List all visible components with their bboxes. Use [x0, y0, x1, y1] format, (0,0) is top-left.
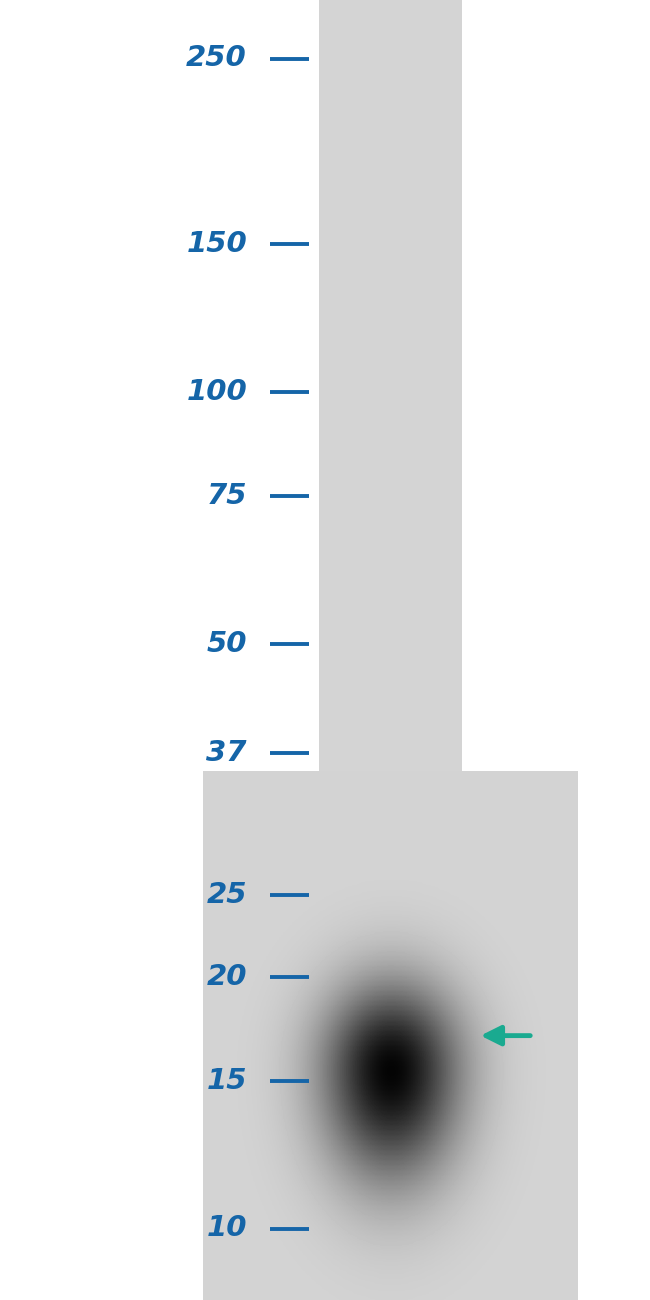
Text: 37: 37 — [207, 738, 247, 767]
Text: 25: 25 — [207, 881, 247, 910]
Text: 250: 250 — [187, 44, 247, 73]
Text: 100: 100 — [187, 377, 247, 406]
Text: 20: 20 — [207, 962, 247, 991]
Text: 50: 50 — [207, 629, 247, 658]
Text: 150: 150 — [187, 230, 247, 259]
Text: 15: 15 — [207, 1067, 247, 1095]
Text: 10: 10 — [207, 1214, 247, 1243]
Text: 75: 75 — [207, 482, 247, 510]
Bar — [318, 0, 462, 1300]
